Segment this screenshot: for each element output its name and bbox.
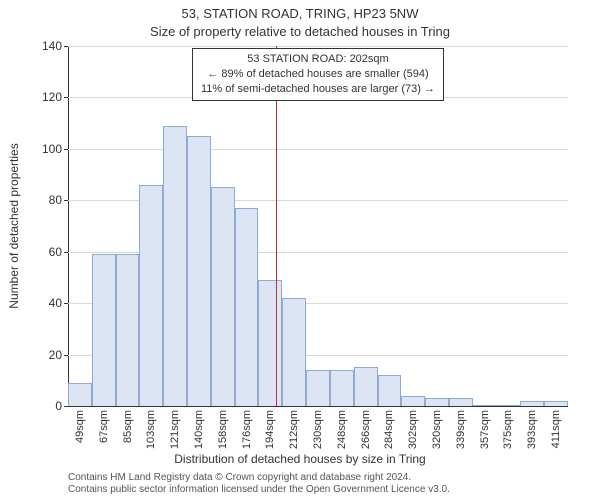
x-tick-label: 339sqm [455, 410, 467, 449]
histogram-bar [116, 254, 140, 406]
histogram-bar [449, 398, 473, 406]
histogram-bar [235, 208, 259, 406]
histogram-bar [425, 398, 449, 406]
y-tick-label: 120 [6, 90, 62, 104]
histogram-bar [306, 370, 330, 406]
histogram-bar [187, 136, 211, 406]
x-tick-label: 103sqm [145, 410, 157, 449]
credit-line-2: Contains public sector information licen… [68, 484, 450, 497]
x-tick-label: 212sqm [288, 410, 300, 449]
y-tick-mark [64, 406, 68, 407]
gridline [68, 46, 568, 47]
y-tick-mark [64, 303, 68, 304]
x-tick-label: 375sqm [502, 410, 514, 449]
x-axis-title: Distribution of detached houses by size … [0, 452, 600, 466]
x-tick-label: 194sqm [264, 410, 276, 449]
x-tick-label: 302sqm [407, 410, 419, 449]
y-tick-label: 80 [6, 193, 62, 207]
annotation-line: 53 STATION ROAD: 202sqm [201, 52, 435, 67]
histogram-bar [354, 367, 378, 406]
x-tick-label: 140sqm [193, 410, 205, 449]
y-tick-label: 140 [6, 39, 62, 53]
gridline [68, 149, 568, 150]
histogram-bar [211, 187, 235, 406]
histogram-bar [163, 126, 187, 406]
histogram-bar [282, 298, 306, 406]
x-tick-label: 85sqm [122, 410, 134, 443]
histogram-bar [401, 396, 425, 406]
histogram-bar [330, 370, 354, 406]
x-tick-label: 266sqm [360, 410, 372, 449]
x-tick-label: 248sqm [336, 410, 348, 449]
x-tick-label: 176sqm [241, 410, 253, 449]
y-tick-mark [64, 200, 68, 201]
y-tick-label: 20 [6, 348, 62, 362]
y-tick-mark [64, 149, 68, 150]
y-tick-label: 100 [6, 142, 62, 156]
x-tick-label: 284sqm [383, 410, 395, 449]
x-tick-label: 158sqm [217, 410, 229, 449]
x-tick-label: 320sqm [431, 410, 443, 449]
x-tick-label: 357sqm [479, 410, 491, 449]
chart-title-main: 53, STATION ROAD, TRING, HP23 5NW [0, 6, 600, 21]
figure-root: 53, STATION ROAD, TRING, HP23 5NW Size o… [0, 0, 600, 500]
x-axis-line [68, 406, 568, 407]
x-tick-label: 121sqm [169, 410, 181, 449]
y-tick-label: 60 [6, 245, 62, 259]
x-tick-label: 230sqm [312, 410, 324, 449]
x-tick-label: 393sqm [526, 410, 538, 449]
y-tick-label: 0 [6, 399, 62, 413]
y-tick-mark [64, 355, 68, 356]
credit-line-1: Contains HM Land Registry data © Crown c… [68, 472, 411, 485]
histogram-bar [378, 375, 402, 406]
x-tick-label: 67sqm [98, 410, 110, 443]
y-tick-mark [64, 252, 68, 253]
histogram-bar [68, 383, 92, 406]
annotation-line: ← 89% of detached houses are smaller (59… [201, 67, 435, 82]
y-tick-label: 40 [6, 296, 62, 310]
annotation-box: 53 STATION ROAD: 202sqm← 89% of detached… [192, 48, 444, 101]
x-tick-label: 49sqm [74, 410, 86, 443]
y-axis-title: Number of detached properties [7, 143, 21, 308]
histogram-bar [92, 254, 116, 406]
y-tick-mark [64, 97, 68, 98]
x-tick-label: 411sqm [550, 410, 562, 448]
histogram-bar [139, 185, 163, 406]
chart-title-sub: Size of property relative to detached ho… [0, 24, 600, 39]
annotation-line: 11% of semi-detached houses are larger (… [201, 82, 435, 97]
y-tick-mark [64, 46, 68, 47]
histogram-bar [258, 280, 282, 406]
